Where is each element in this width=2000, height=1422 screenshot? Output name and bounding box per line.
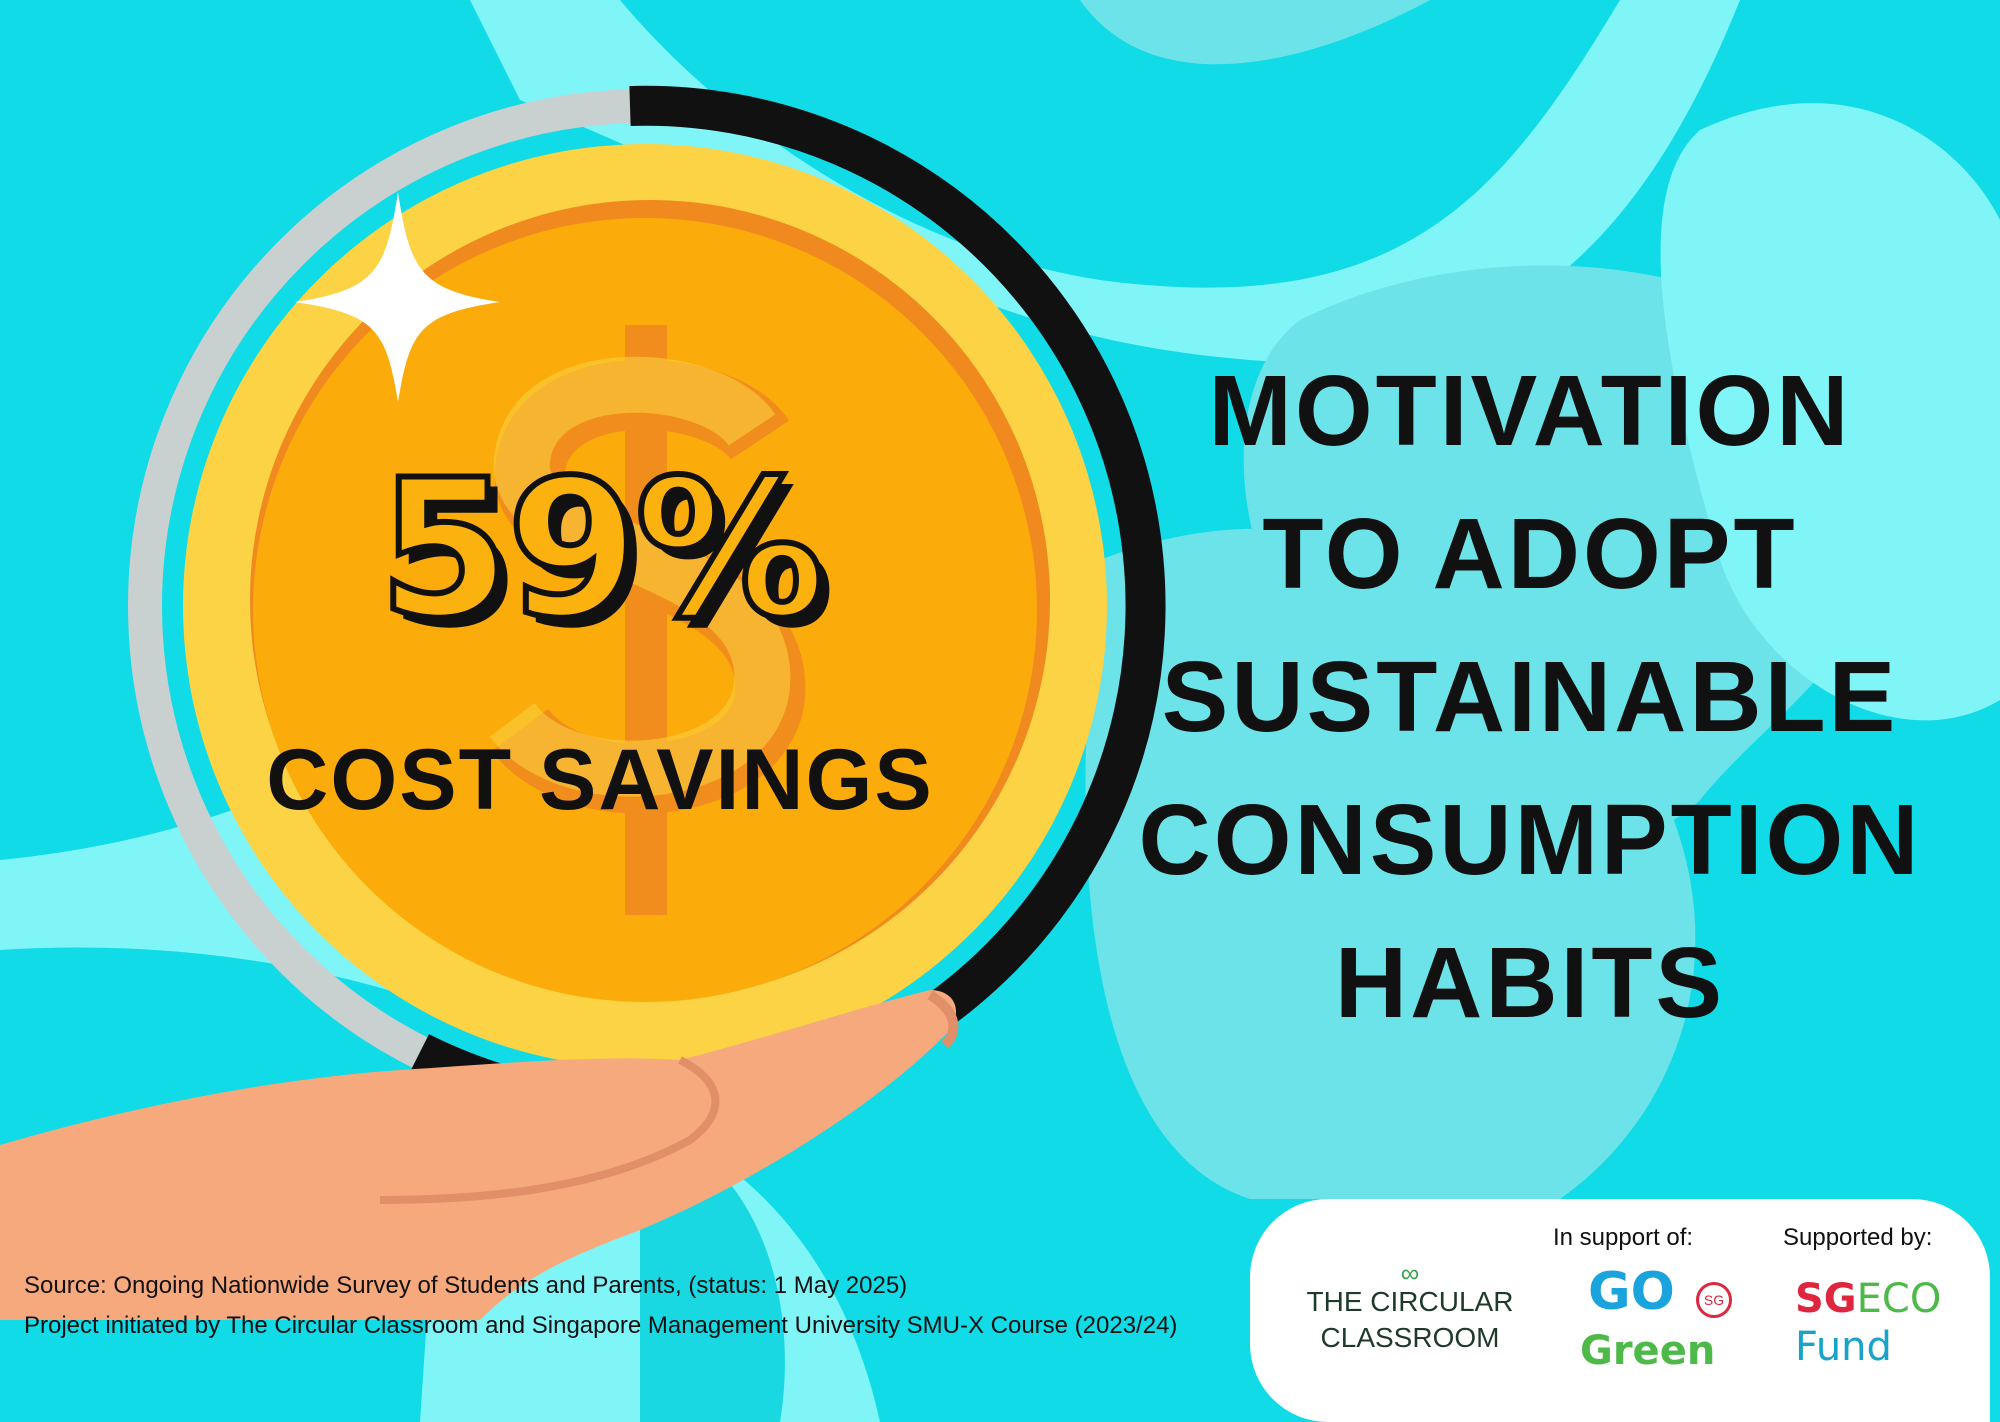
footer-notes: Source: Ongoing Nationwide Survey of Stu… xyxy=(24,1266,1177,1346)
supported-by-label: Supported by: xyxy=(1783,1224,1933,1251)
project-text: Project initiated by The Circular Classr… xyxy=(24,1312,1178,1339)
headline-line: HABITS xyxy=(1334,927,1726,1039)
stat-value: 59% xyxy=(376,437,829,663)
source-text: Source: Ongoing Nationwide Survey of Stu… xyxy=(24,1272,908,1299)
headline-line: CONSUMPTION xyxy=(1138,784,1922,896)
light-blob xyxy=(1080,0,1430,65)
headline-line: TO ADOPT xyxy=(1262,498,1798,610)
stat-label: COST SAVINGS xyxy=(266,732,934,828)
logo-panel xyxy=(1250,1199,1990,1422)
headline-line: SUSTAINABLE xyxy=(1161,641,1899,753)
circular-classroom-logo: ∞ THE CIRCULAR CLASSROOM xyxy=(1300,1258,1520,1356)
light-blob xyxy=(470,0,1740,363)
in-support-label: In support of: xyxy=(1553,1224,1694,1251)
headline-line: MOTIVATION xyxy=(1208,355,1852,467)
infinity-icon: ∞ xyxy=(1400,1258,1420,1288)
light-blob xyxy=(1085,528,1696,1199)
dollar-sign-icon xyxy=(489,325,806,915)
go-green-logo: GO SG Green xyxy=(1580,1262,1740,1402)
light-blob xyxy=(1660,103,2000,721)
sg-eco-fund-logo: SGECO Fund xyxy=(1795,1276,1942,1370)
hand xyxy=(0,990,957,1320)
headline: MOTIVATION TO ADOPT SUSTAINABLE CONSUMPT… xyxy=(1090,340,1970,1055)
sparkle-icon xyxy=(295,192,500,402)
